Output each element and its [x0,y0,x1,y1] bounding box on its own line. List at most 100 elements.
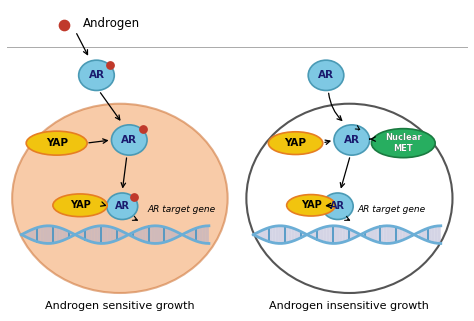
Polygon shape [295,229,298,240]
Ellipse shape [268,132,323,154]
Polygon shape [41,226,44,243]
Polygon shape [142,227,146,242]
Polygon shape [400,228,402,241]
Polygon shape [256,231,260,238]
Polygon shape [275,226,279,243]
Point [139,127,146,132]
Polygon shape [419,231,422,239]
Polygon shape [368,230,371,240]
Ellipse shape [246,104,453,293]
Polygon shape [314,230,317,239]
Point [130,195,137,200]
Polygon shape [327,226,329,243]
Text: YAP: YAP [46,138,68,148]
Polygon shape [190,230,193,240]
Polygon shape [98,226,101,243]
Ellipse shape [334,125,370,155]
Polygon shape [273,226,275,243]
Polygon shape [69,232,73,238]
Polygon shape [422,230,425,240]
Polygon shape [346,228,349,241]
Polygon shape [393,226,396,243]
Polygon shape [85,229,88,241]
Polygon shape [377,227,381,243]
Polygon shape [285,226,288,243]
Polygon shape [266,228,269,242]
Text: AR: AR [344,135,360,145]
Polygon shape [396,227,400,242]
Polygon shape [161,226,164,243]
Polygon shape [349,229,352,240]
Text: Androgen sensitive growth: Androgen sensitive growth [45,301,195,311]
Polygon shape [94,226,98,243]
Polygon shape [152,226,155,243]
Polygon shape [148,226,152,243]
Polygon shape [292,228,295,242]
Polygon shape [101,226,104,243]
Polygon shape [435,226,438,243]
Polygon shape [428,227,431,242]
Polygon shape [431,226,435,243]
Polygon shape [174,230,177,239]
Polygon shape [317,229,320,241]
Polygon shape [28,230,31,239]
Polygon shape [104,226,107,243]
Polygon shape [187,231,190,239]
Text: YAP: YAP [70,200,91,210]
Text: Nuclear
MET: Nuclear MET [385,134,421,153]
Polygon shape [279,226,282,243]
Ellipse shape [26,131,87,155]
Text: AR: AR [318,70,334,80]
Polygon shape [50,226,53,243]
Polygon shape [164,227,168,242]
Polygon shape [406,230,409,239]
Text: AR: AR [121,135,137,145]
Polygon shape [342,227,346,242]
Polygon shape [200,226,202,243]
Polygon shape [425,228,428,241]
Polygon shape [114,228,117,241]
Point [106,62,114,67]
Polygon shape [339,226,342,243]
Polygon shape [371,228,374,241]
Text: AR: AR [330,201,345,211]
Polygon shape [193,228,196,241]
Polygon shape [288,227,292,242]
Polygon shape [196,227,200,242]
Polygon shape [390,226,393,243]
Text: AR target gene: AR target gene [147,205,215,214]
Polygon shape [320,227,323,242]
Polygon shape [355,232,358,238]
Polygon shape [402,229,406,240]
Polygon shape [387,226,390,243]
Polygon shape [133,231,136,238]
Polygon shape [66,230,69,239]
Polygon shape [120,230,123,239]
Text: YAP: YAP [284,138,307,148]
Polygon shape [79,231,82,238]
Polygon shape [53,226,56,243]
Polygon shape [177,232,180,237]
Polygon shape [310,231,314,238]
Polygon shape [37,227,41,243]
Text: YAP: YAP [301,200,321,210]
Polygon shape [146,227,148,243]
Polygon shape [438,226,441,243]
Ellipse shape [308,60,344,91]
Ellipse shape [287,195,336,216]
Polygon shape [206,226,209,243]
Polygon shape [374,227,377,242]
Polygon shape [139,228,142,241]
Polygon shape [31,229,34,241]
Text: AR: AR [115,201,130,211]
Text: Nuclear
MET: Nuclear MET [385,134,421,153]
Polygon shape [171,229,174,240]
Ellipse shape [322,193,353,220]
Ellipse shape [111,125,147,155]
Polygon shape [34,228,37,242]
Polygon shape [60,228,63,242]
Point [60,22,67,27]
Ellipse shape [12,104,228,293]
Polygon shape [123,232,126,238]
Polygon shape [352,230,355,239]
